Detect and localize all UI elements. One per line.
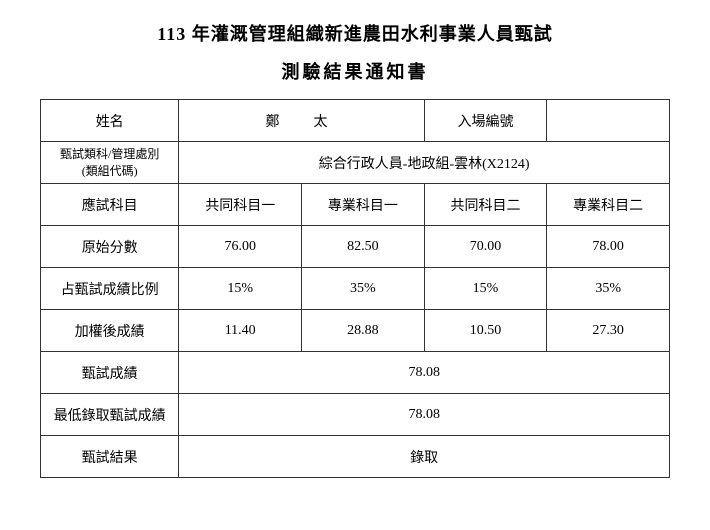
subject-4: 專業科目二	[547, 184, 670, 226]
category-label-line2: (類組代碼)	[44, 163, 175, 180]
weighted-score-4: 27.30	[547, 310, 670, 352]
weight-ratio-4: 35%	[547, 268, 670, 310]
result-table: 姓名 鄭 太 入場編號 甄試類科/管理處別 (類組代碼) 綜合行政人員-地政組-…	[40, 99, 670, 478]
weighted-scores-row: 加權後成績 11.40 28.88 10.50 27.30	[41, 310, 670, 352]
title-line1: 113 年灌溉管理組織新進農田水利事業人員甄試	[40, 20, 670, 46]
admission-number-label: 入場編號	[424, 100, 547, 142]
exam-score-value: 78.08	[179, 352, 670, 394]
title-container: 113 年灌溉管理組織新進農田水利事業人員甄試 測驗結果通知書	[40, 20, 670, 84]
min-pass-score-label: 最低錄取甄試成績	[41, 394, 179, 436]
title-line2: 測驗結果通知書	[40, 58, 670, 84]
exam-score-label: 甄試成績	[41, 352, 179, 394]
min-pass-score-row: 最低錄取甄試成績 78.08	[41, 394, 670, 436]
exam-score-row: 甄試成績 78.08	[41, 352, 670, 394]
exam-result-label: 甄試結果	[41, 436, 179, 478]
name-value: 鄭 太	[179, 100, 424, 142]
subject-1: 共同科目一	[179, 184, 302, 226]
raw-score-3: 70.00	[424, 226, 547, 268]
exam-result-value: 錄取	[179, 436, 670, 478]
weight-ratio-row: 占甄試成績比例 15% 35% 15% 35%	[41, 268, 670, 310]
weight-ratio-1: 15%	[179, 268, 302, 310]
weight-ratio-label: 占甄試成績比例	[41, 268, 179, 310]
category-value: 綜合行政人員-地政組-雲林(X2124)	[179, 142, 670, 184]
weight-ratio-3: 15%	[424, 268, 547, 310]
exam-result-row: 甄試結果 錄取	[41, 436, 670, 478]
weighted-score-3: 10.50	[424, 310, 547, 352]
min-pass-score-value: 78.08	[179, 394, 670, 436]
category-label-line1: 甄試類科/管理處別	[44, 146, 175, 163]
raw-score-4: 78.00	[547, 226, 670, 268]
subjects-label: 應試科目	[41, 184, 179, 226]
name-row: 姓名 鄭 太 入場編號	[41, 100, 670, 142]
category-row: 甄試類科/管理處別 (類組代碼) 綜合行政人員-地政組-雲林(X2124)	[41, 142, 670, 184]
raw-scores-row: 原始分數 76.00 82.50 70.00 78.00	[41, 226, 670, 268]
subject-3: 共同科目二	[424, 184, 547, 226]
raw-score-2: 82.50	[302, 226, 425, 268]
subjects-row: 應試科目 共同科目一 專業科目一 共同科目二 專業科目二	[41, 184, 670, 226]
weight-ratio-2: 35%	[302, 268, 425, 310]
name-label: 姓名	[41, 100, 179, 142]
admission-number-value	[547, 100, 670, 142]
weighted-score-2: 28.88	[302, 310, 425, 352]
raw-score-1: 76.00	[179, 226, 302, 268]
weighted-score-1: 11.40	[179, 310, 302, 352]
weighted-scores-label: 加權後成績	[41, 310, 179, 352]
subject-2: 專業科目一	[302, 184, 425, 226]
raw-scores-label: 原始分數	[41, 226, 179, 268]
category-label: 甄試類科/管理處別 (類組代碼)	[41, 142, 179, 184]
